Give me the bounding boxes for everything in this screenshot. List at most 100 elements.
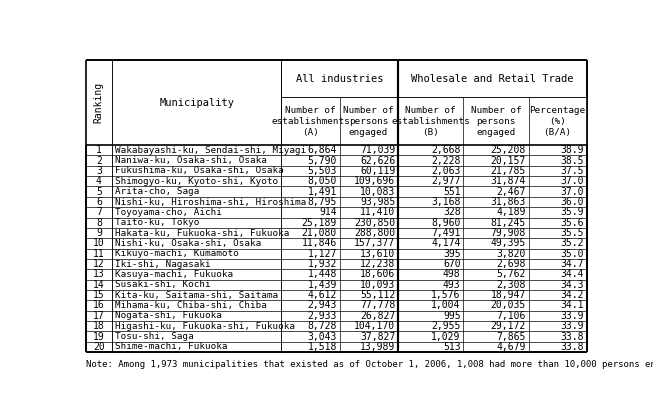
Text: 16: 16 [93,301,104,311]
Text: 157,377: 157,377 [354,238,395,248]
Text: Mihama-ku, Chiba-shi, Chiba: Mihama-ku, Chiba-shi, Chiba [115,301,267,310]
Text: 2,063: 2,063 [431,166,460,176]
Text: 7,106: 7,106 [497,311,526,321]
Text: 10,083: 10,083 [360,187,395,197]
Text: 2,308: 2,308 [497,280,526,290]
Text: Hakata-ku, Fukuoka-shi, Fukuoka: Hakata-ku, Fukuoka-shi, Fukuoka [115,229,289,237]
Text: 4: 4 [96,176,102,186]
Text: Higashi-ku, Fukuoka-shi, Fukuoka: Higashi-ku, Fukuoka-shi, Fukuoka [115,322,295,331]
Text: Nogata-shi, Fukuoka: Nogata-shi, Fukuoka [115,311,222,320]
Text: 5,790: 5,790 [308,155,337,166]
Text: 20,157: 20,157 [491,155,526,166]
Text: 19: 19 [93,331,104,342]
Text: 2,955: 2,955 [431,321,460,331]
Text: 34.3: 34.3 [561,280,584,290]
Text: 77,778: 77,778 [360,301,395,311]
Text: 5,762: 5,762 [497,270,526,280]
Text: 35.2: 35.2 [561,238,584,248]
Text: 1,439: 1,439 [308,280,337,290]
Text: 2,668: 2,668 [431,145,460,155]
Text: 37.0: 37.0 [561,187,584,197]
Text: 13,610: 13,610 [360,249,395,259]
Text: 79,908: 79,908 [491,228,526,238]
Text: 1: 1 [96,145,102,155]
Text: Number of
persons
engaged: Number of persons engaged [343,106,394,137]
Text: 18: 18 [93,321,104,331]
Text: 21,785: 21,785 [491,166,526,176]
Text: 8,050: 8,050 [308,176,337,186]
Text: 4,174: 4,174 [431,238,460,248]
Text: 3,820: 3,820 [497,249,526,259]
Text: 35.0: 35.0 [561,249,584,259]
Text: 35.5: 35.5 [561,228,584,238]
Text: 62,626: 62,626 [360,155,395,166]
Text: 81,245: 81,245 [491,218,526,228]
Text: 12: 12 [93,259,104,269]
Text: Note: Among 1,973 municipalities that existed as of October 1, 2006, 1,008 had m: Note: Among 1,973 municipalities that ex… [86,360,653,370]
Text: 33.9: 33.9 [561,321,584,331]
Text: 1,491: 1,491 [308,187,337,197]
Text: Shime-machi, Fukuoka: Shime-machi, Fukuoka [115,342,227,352]
Text: 31,874: 31,874 [491,176,526,186]
Text: 995: 995 [443,311,460,321]
Text: 93,985: 93,985 [360,197,395,207]
Text: 670: 670 [443,259,460,269]
Text: 35.9: 35.9 [561,207,584,217]
Text: 21,080: 21,080 [302,228,337,238]
Text: 25,189: 25,189 [302,218,337,228]
Text: 1,029: 1,029 [431,331,460,342]
Text: 37.0: 37.0 [561,176,584,186]
Text: 1,576: 1,576 [431,290,460,300]
Text: 109,696: 109,696 [354,176,395,186]
Text: 36.0: 36.0 [561,197,584,207]
Text: 551: 551 [443,187,460,197]
Text: Arita-cho, Saga: Arita-cho, Saga [115,187,199,196]
Text: 38.9: 38.9 [561,145,584,155]
Text: 513: 513 [443,342,460,352]
Text: 71,039: 71,039 [360,145,395,155]
Text: 2,698: 2,698 [497,259,526,269]
Text: 20: 20 [93,342,104,352]
Text: 10,093: 10,093 [360,280,395,290]
Text: 3,043: 3,043 [308,331,337,342]
Text: 7: 7 [96,207,102,217]
Text: 13,989: 13,989 [360,342,395,352]
Text: 8,728: 8,728 [308,321,337,331]
Text: 2,467: 2,467 [497,187,526,197]
Text: 18,606: 18,606 [360,270,395,280]
Text: 34.7: 34.7 [561,259,584,269]
Text: 6,864: 6,864 [308,145,337,155]
Text: 20,035: 20,035 [491,301,526,311]
Text: 288,800: 288,800 [354,228,395,238]
Text: 11: 11 [93,249,104,259]
Text: Naniwa-ku, Osaka-shi, Osaka: Naniwa-ku, Osaka-shi, Osaka [115,156,267,165]
Text: 328: 328 [443,207,460,217]
Text: 55,112: 55,112 [360,290,395,300]
Text: 10: 10 [93,238,104,248]
Text: 5,503: 5,503 [308,166,337,176]
Text: Number of
establishments
(A): Number of establishments (A) [271,106,350,137]
Text: Municipality: Municipality [159,98,234,108]
Text: 395: 395 [443,249,460,259]
Text: 3: 3 [96,166,102,176]
Text: 8: 8 [96,218,102,228]
Text: 5: 5 [96,187,102,197]
Text: Shimogyo-ku, Kyoto-shi, Kyoto: Shimogyo-ku, Kyoto-shi, Kyoto [115,177,278,186]
Text: 15: 15 [93,290,104,300]
Text: Nishi-ku, Hiroshima-shi, Hiroshima: Nishi-ku, Hiroshima-shi, Hiroshima [115,198,306,206]
Text: All industries: All industries [296,74,383,84]
Text: Tosu-shi, Saga: Tosu-shi, Saga [115,332,194,341]
Text: Number of
persons
engaged: Number of persons engaged [471,106,521,137]
Text: 17: 17 [93,311,104,321]
Text: Kasuya-machi, Fukuoka: Kasuya-machi, Fukuoka [115,270,233,279]
Text: 6: 6 [96,197,102,207]
Text: Susaki-shi, Kochi: Susaki-shi, Kochi [115,280,211,289]
Text: 2,933: 2,933 [308,311,337,321]
Text: 2,228: 2,228 [431,155,460,166]
Text: 2: 2 [96,155,102,166]
Text: 11,846: 11,846 [302,238,337,248]
Text: 498: 498 [443,270,460,280]
Text: Wakabayashi-ku, Sendai-shi, Miyagi: Wakabayashi-ku, Sendai-shi, Miyagi [115,146,306,155]
Text: 37,827: 37,827 [360,331,395,342]
Text: Toyoyama-cho, Aichi: Toyoyama-cho, Aichi [115,208,222,217]
